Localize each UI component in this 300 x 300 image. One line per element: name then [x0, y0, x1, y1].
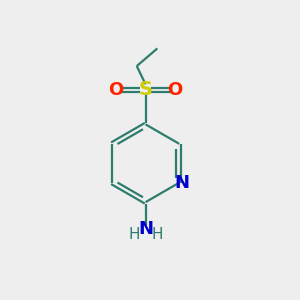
- Text: H: H: [151, 227, 163, 242]
- Text: H: H: [129, 227, 140, 242]
- Text: O: O: [109, 81, 124, 99]
- Text: N: N: [174, 174, 189, 192]
- Text: O: O: [167, 81, 183, 99]
- Text: S: S: [139, 80, 153, 99]
- Text: N: N: [138, 220, 153, 238]
